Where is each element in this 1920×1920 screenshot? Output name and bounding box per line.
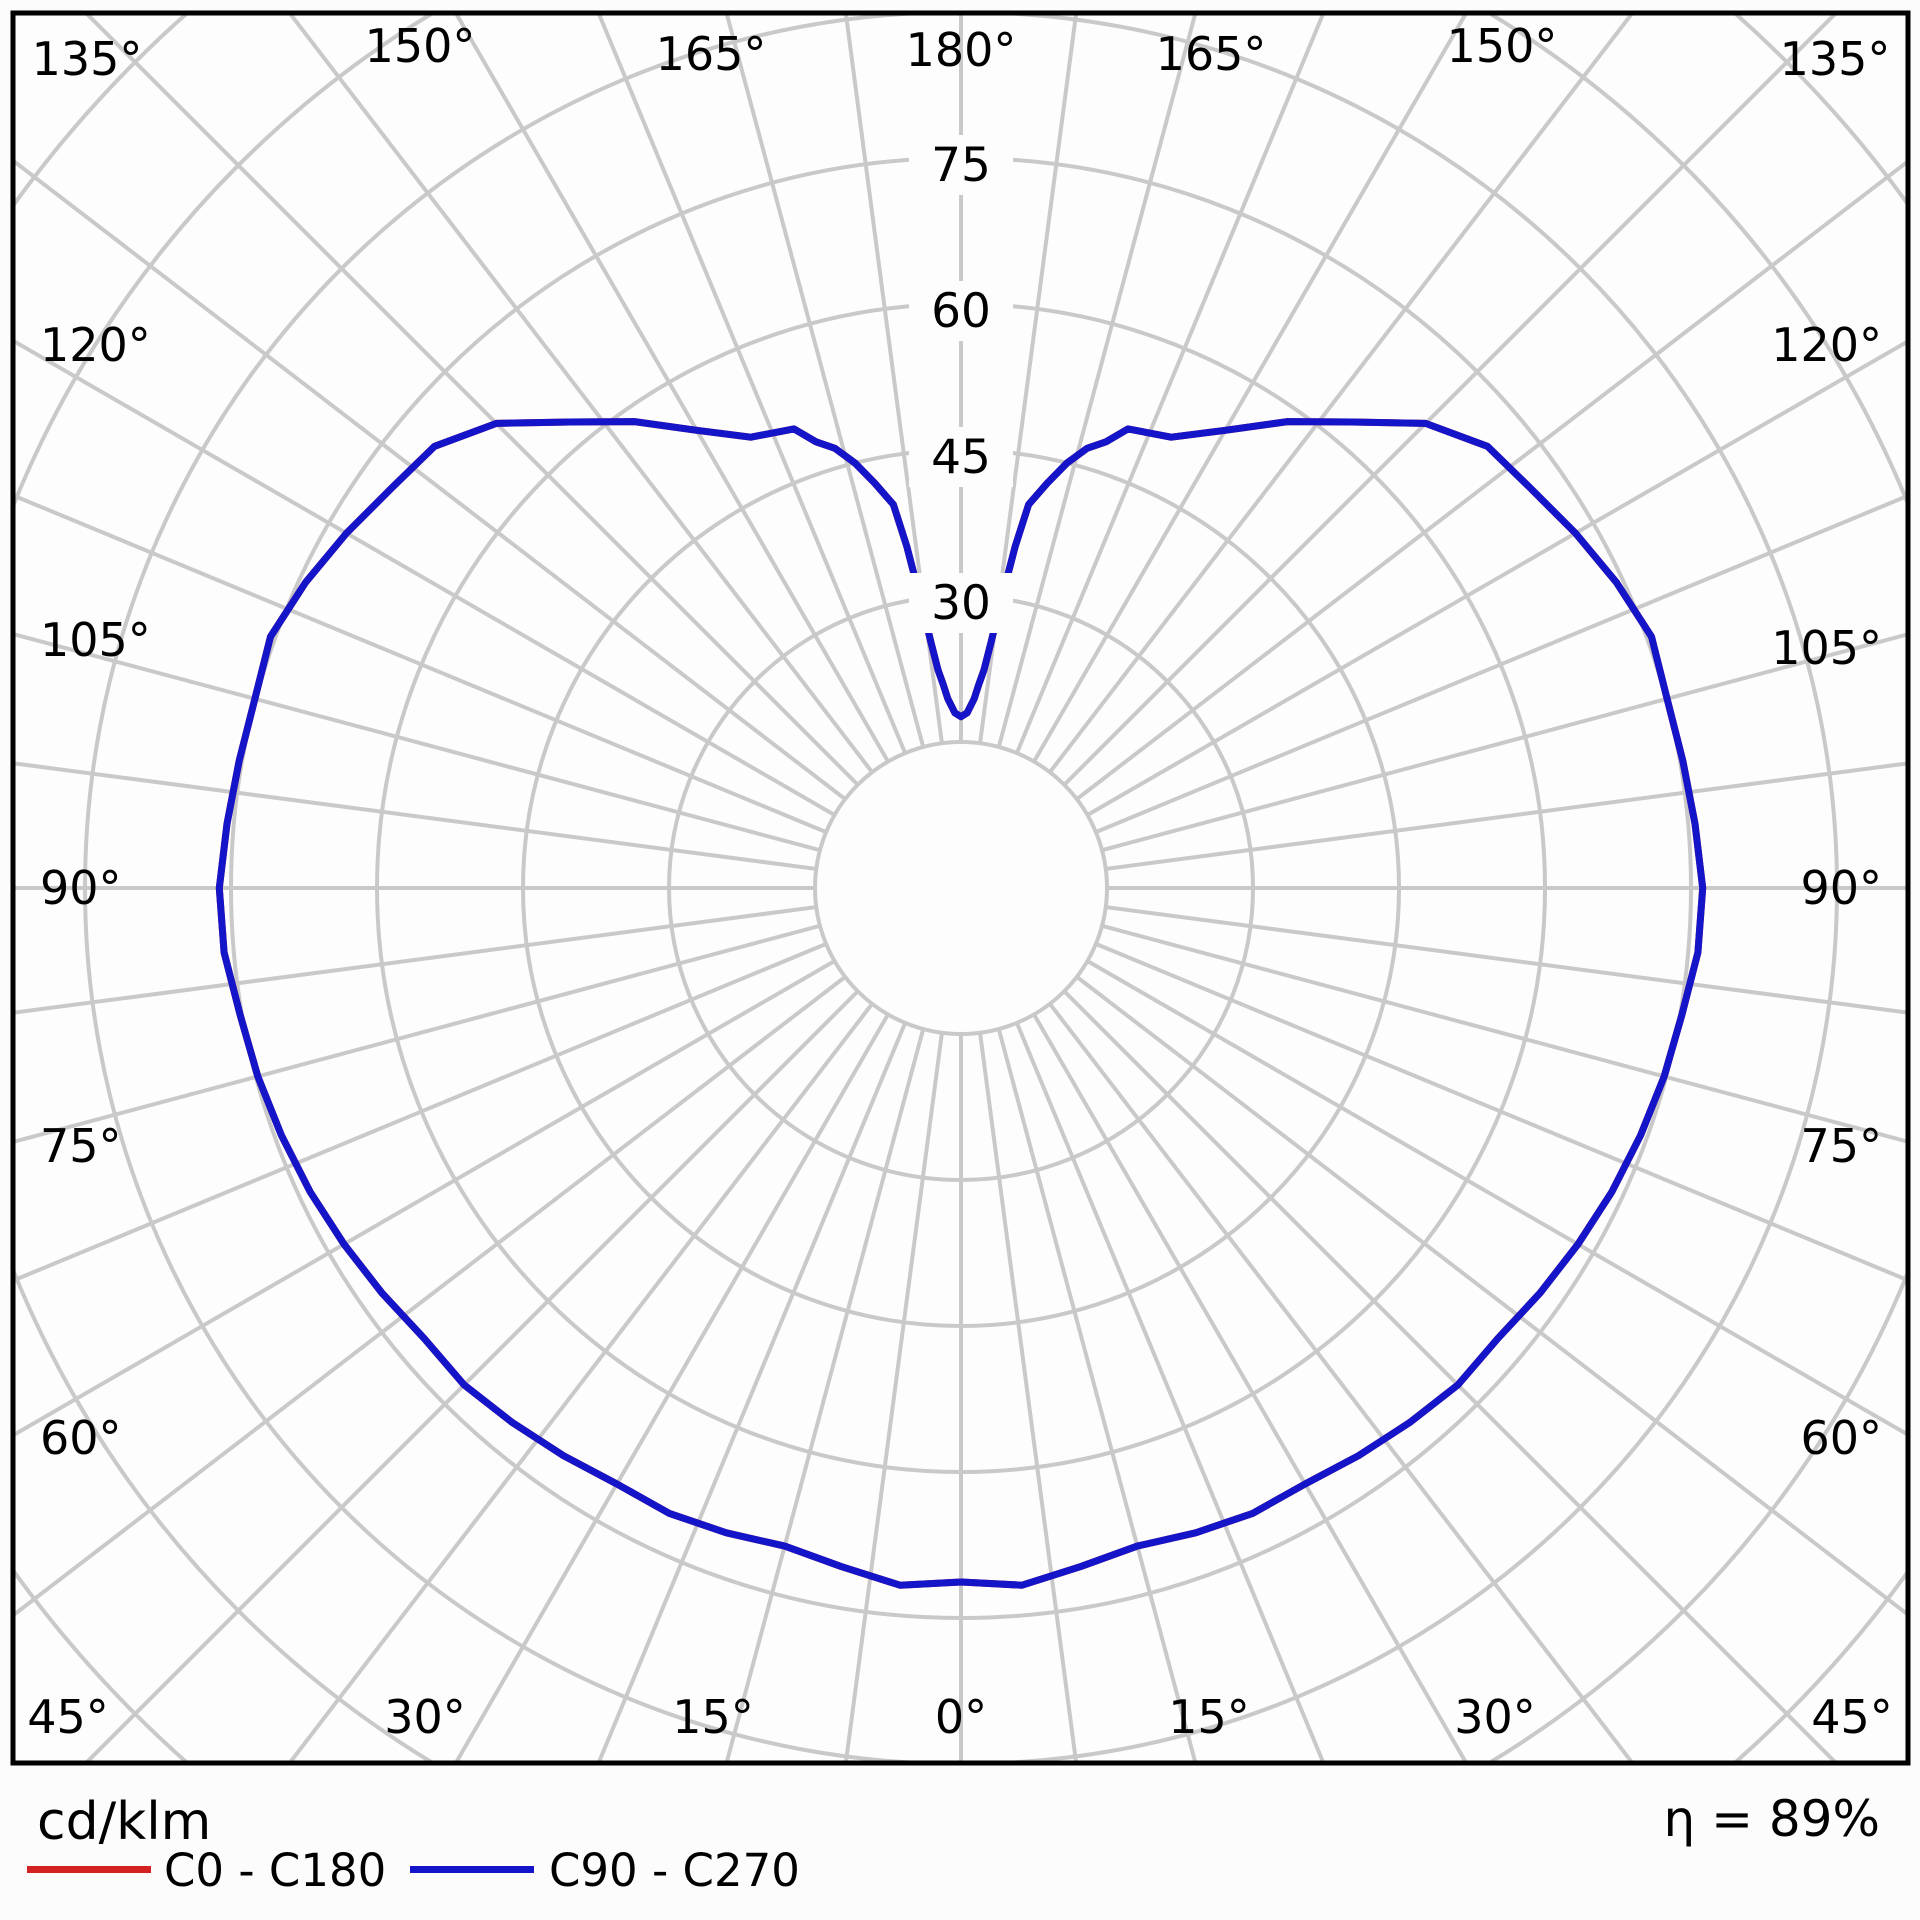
angle-label-135: 135° [32, 32, 143, 86]
grid-spoke-232.5 [15, 159, 847, 801]
angle-label-60: 60° [1800, 1411, 1882, 1465]
grid-spoke-157.5 [1015, 15, 1325, 754]
angle-label-90: 90° [1800, 861, 1882, 915]
angle-label-120: 120° [1771, 318, 1882, 372]
angle-label-75: 75° [1800, 1119, 1882, 1173]
curves [215, 418, 1707, 1589]
grid-spoke-82.5 [1105, 905, 1906, 1015]
angle-label-150: 150° [1447, 19, 1558, 73]
grid-spoke-217.5 [288, 15, 874, 774]
grid-spoke-67.5 [1095, 942, 1906, 1282]
grid-spoke-225 [85, 15, 860, 787]
grid-spoke-337.5 [597, 1022, 907, 1761]
legend-label-c90: C90 - C270 [549, 1844, 800, 1897]
angle-label-165: 165° [1156, 27, 1267, 81]
angle-label-165: 165° [656, 27, 767, 81]
curve-c90-c270 [215, 418, 1707, 1589]
grid-spoke-22.5 [1015, 1022, 1325, 1761]
plot-border [10, 10, 1911, 1766]
angle-label-105: 105° [40, 613, 151, 667]
grid-spoke-330 [454, 1013, 890, 1761]
grid-spoke-210 [454, 15, 890, 763]
radial-label-mask [909, 427, 1013, 488]
grid-spoke-240 [15, 339, 836, 817]
angle-label-135: 135° [1780, 32, 1891, 86]
grid-spoke-165 [996, 15, 1197, 748]
radial-label-45: 45 [931, 430, 991, 485]
grid-spoke-37.5 [1048, 1002, 1634, 1761]
angle-label-45: 45° [1811, 1690, 1893, 1744]
grid-spoke-75 [1101, 923, 1906, 1144]
radial-label-mask [909, 135, 1013, 196]
radial-label-75: 75 [931, 138, 991, 193]
radial-label-60: 60 [931, 284, 991, 339]
grid-spoke-52.5 [1075, 975, 1906, 1616]
grid-spoke-247.5 [15, 493, 827, 834]
grid-spoke-150 [1032, 15, 1468, 763]
angle-label-15: 15° [672, 1690, 754, 1744]
angle-label-45: 45° [27, 1690, 109, 1744]
angle-label-15: 15° [1168, 1690, 1250, 1744]
grid-spoke-135 [1062, 15, 1837, 787]
grid-spoke-277.5 [15, 905, 817, 1015]
grid-spoke-7.5 [978, 1032, 1078, 1761]
grid-spoke-307.5 [15, 975, 847, 1617]
radial-label-30: 30 [931, 576, 991, 631]
angle-label-180: 180° [906, 23, 1017, 77]
grid-spoke-352.5 [844, 1032, 944, 1761]
legend-line-c90-icon [410, 1866, 534, 1873]
radial-label-mask [909, 281, 1013, 342]
grid-spoke-142.5 [1048, 15, 1634, 774]
grid-spoke-172.5 [978, 15, 1078, 744]
grid-spoke-300 [15, 959, 836, 1437]
angle-label-150: 150° [365, 19, 476, 73]
grid-spoke-262.5 [15, 761, 817, 871]
grid-spoke-292.5 [15, 942, 827, 1283]
angle-label-30: 30° [384, 1690, 466, 1744]
grid-spoke-105 [1101, 632, 1906, 853]
grid-spoke-30 [1032, 1013, 1468, 1761]
grid-spoke-255 [15, 632, 821, 853]
legend: C0 - C180 C90 - C270 [0, 1844, 1920, 1900]
grid-spoke-45 [1062, 989, 1837, 1761]
grid-spoke-112.5 [1095, 494, 1906, 834]
grid-spoke-322.5 [288, 1002, 874, 1761]
angle-label-90: 90° [40, 861, 122, 915]
angle-label-75: 75° [40, 1119, 122, 1173]
angle-label-105: 105° [1771, 621, 1882, 675]
angle-label-60: 60° [40, 1411, 122, 1465]
angle-labels: 135° 150° 165° 180° 165° 150° 135° 45° 30° 15° 0° 1… [27, 19, 1893, 1744]
angle-label-0: 0° [935, 1690, 987, 1744]
grid-spoke-187.5 [844, 15, 944, 744]
grid-spoke-195 [725, 15, 926, 748]
grid-spoke-97.5 [1105, 761, 1906, 871]
grid-spoke-60 [1086, 959, 1906, 1436]
angle-label-120: 120° [40, 318, 151, 372]
grid-spoke-285 [15, 923, 821, 1144]
angle-label-30: 30° [1454, 1690, 1536, 1744]
grid-spoke-15 [996, 1028, 1197, 1761]
grid-spoke-127.5 [1075, 160, 1906, 801]
legend-line-c0-icon [27, 1866, 151, 1873]
efficiency-value: η = 89% [1663, 1790, 1880, 1848]
radial-labels: 30 45 60 75 [909, 135, 1013, 634]
legend-label-c0: C0 - C180 [164, 1844, 387, 1897]
radial-label-mask [909, 573, 1013, 634]
grid-spoke-315 [85, 989, 860, 1761]
grid-spoke-345 [725, 1028, 926, 1761]
units-label: cd/klm [37, 1792, 212, 1852]
grid-spoke-120 [1086, 340, 1906, 817]
grid-spoke-202.5 [597, 15, 907, 754]
